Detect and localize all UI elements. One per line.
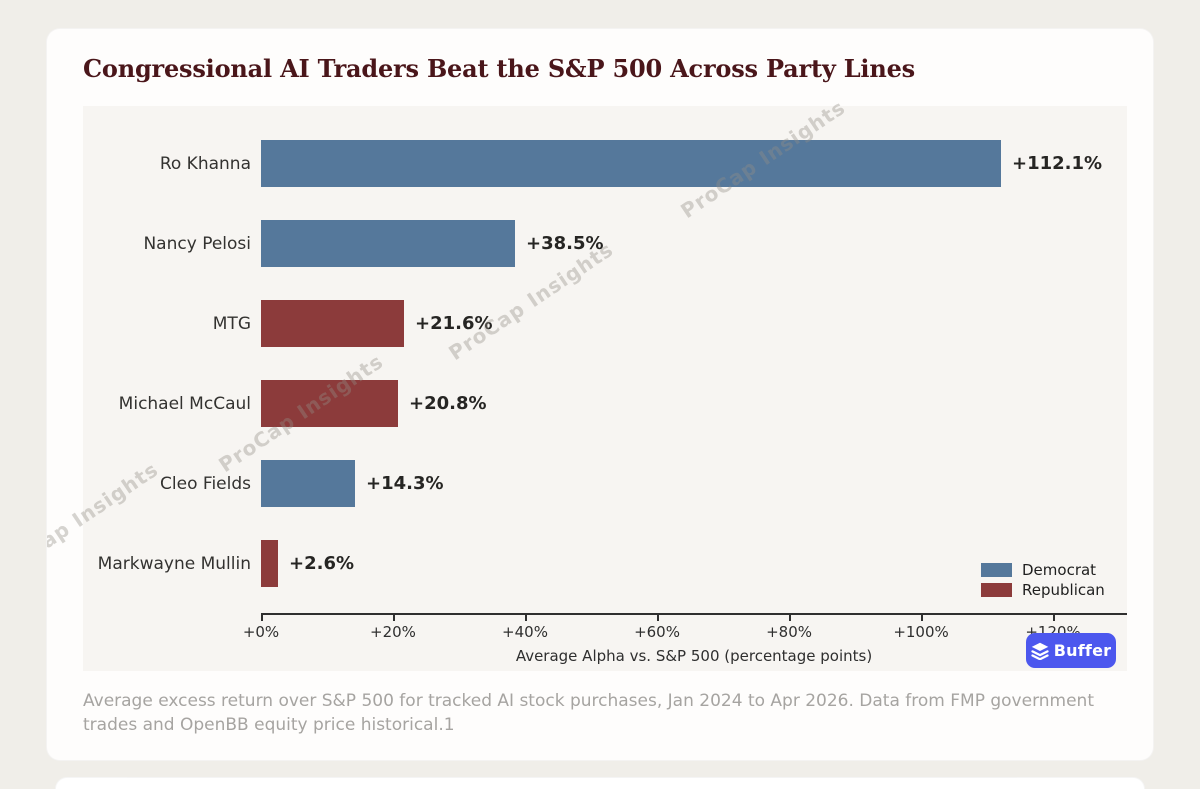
x-tick-label: +100% [893, 623, 949, 641]
x-axis-line [261, 613, 1127, 615]
bar-democrat [261, 220, 515, 267]
x-tick-label: +40% [502, 623, 548, 641]
bar-democrat [261, 460, 355, 507]
bar-value-label: +21.6% [415, 313, 493, 334]
chart-area: Ro Khanna +112.1% Nancy Pelosi +38.5% MTG +21… [83, 106, 1127, 671]
bar-value-label: +112.1% [1012, 153, 1103, 174]
x-tick-mark [525, 615, 528, 621]
x-tick-label: +20% [370, 623, 416, 641]
bar-category-label: Markwayne Mullin [97, 553, 251, 574]
legend-swatch [981, 563, 1012, 577]
bar-democrat [261, 140, 1001, 187]
page-title: Congressional AI Traders Beat the S&P 50… [83, 54, 915, 83]
legend-label: Republican [1022, 581, 1105, 599]
legend-item: Republican [981, 580, 1105, 600]
buffer-logo-icon [1031, 642, 1049, 660]
bar-republican [261, 540, 278, 587]
bar-category-label: Nancy Pelosi [143, 233, 251, 254]
next-card-edge [55, 777, 1145, 789]
x-tick-label: +80% [766, 623, 812, 641]
chart-caption: Average excess return over S&P 500 for t… [83, 691, 1094, 735]
bar-value-label: +38.5% [526, 233, 604, 254]
bar-category-label: Michael McCaul [118, 393, 251, 414]
legend-item: Democrat [981, 560, 1105, 580]
x-tick-mark [921, 615, 924, 621]
bar-value-label: +20.8% [409, 393, 487, 414]
legend-swatch [981, 583, 1012, 597]
x-axis-title: Average Alpha vs. S&P 500 (percentage po… [515, 647, 873, 665]
x-tick-mark [657, 615, 660, 621]
bar-row: Markwayne Mullin +2.6% [83, 540, 1127, 587]
bar-value-label: +14.3% [366, 473, 444, 494]
bar-value-label: +2.6% [289, 553, 355, 574]
x-tick-mark [393, 615, 395, 621]
legend: Democrat Republican [981, 560, 1105, 600]
bar-republican [261, 300, 404, 347]
x-tick-mark [1053, 615, 1056, 621]
x-tick-mark [789, 615, 792, 621]
bar-republican [261, 380, 398, 427]
bar-row: Ro Khanna +112.1% [83, 140, 1127, 187]
bar-row: Nancy Pelosi +38.5% [83, 220, 1127, 267]
x-tick-label: +0% [242, 623, 280, 641]
buffer-badge-button[interactable]: Buffer [1026, 633, 1116, 668]
bar-row: MTG +21.6% [83, 300, 1127, 347]
x-tick-label: +60% [634, 623, 680, 641]
bar-category-label: Ro Khanna [159, 153, 251, 174]
chart-card: Congressional AI Traders Beat the S&P 50… [46, 28, 1154, 761]
x-tick-mark [261, 615, 263, 621]
bar-category-label: Cleo Fields [160, 473, 251, 494]
legend-label: Democrat [1022, 561, 1097, 579]
bar-row: Michael McCaul +20.8% [83, 380, 1127, 427]
bar-row: Cleo Fields +14.3% [83, 460, 1127, 507]
bar-category-label: MTG [212, 313, 251, 334]
buffer-badge-label: Buffer [1053, 641, 1112, 660]
